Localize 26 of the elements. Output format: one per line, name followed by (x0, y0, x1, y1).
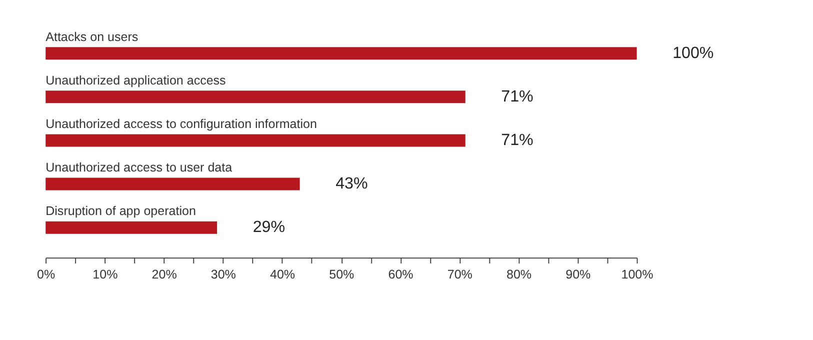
x-tick-label: 40% (270, 268, 296, 282)
data-label: 71% (501, 87, 534, 106)
x-tick-label: 100% (621, 268, 654, 282)
x-tick-label: 80% (506, 268, 532, 282)
bar (46, 134, 466, 147)
bar (46, 221, 218, 234)
x-tick-label: 0% (37, 268, 56, 282)
x-tick-label: 10% (92, 268, 118, 282)
bar (46, 47, 637, 60)
data-label: 43% (336, 174, 368, 193)
data-label: 100% (672, 44, 714, 62)
y-tick-label: Unauthorized access to user data (46, 160, 232, 175)
bar (46, 90, 466, 104)
y-tick-label: Attacks on users (46, 30, 138, 44)
y-tick-label: Unauthorized access to configuration information (46, 116, 317, 131)
data-label: 29% (252, 218, 286, 236)
x-tick-label: 50% (329, 268, 354, 282)
x-tick-label: 60% (388, 268, 414, 282)
x-tick-label: 30% (210, 268, 236, 282)
y-tick-label: Unauthorized application access (46, 73, 226, 88)
x-tick-label: 70% (447, 268, 472, 282)
y-tick-label: Disruption of app operation (46, 204, 196, 218)
data-label: 71% (501, 130, 534, 149)
x-tick-label: 20% (152, 268, 177, 282)
x-tick-label: 90% (566, 268, 591, 282)
bar (46, 178, 300, 190)
